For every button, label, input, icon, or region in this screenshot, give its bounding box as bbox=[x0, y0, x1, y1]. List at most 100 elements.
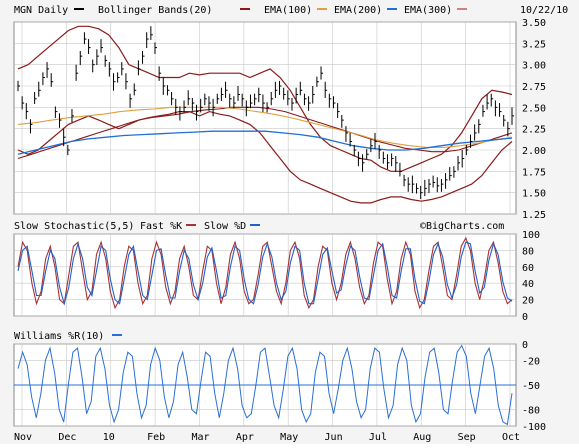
ema100-legend-label: EMA(100) bbox=[264, 5, 312, 16]
stochastic-y-tick-label: 80 bbox=[522, 246, 534, 257]
price-bar bbox=[478, 119, 481, 134]
bollinger-lower-line bbox=[17, 110, 513, 204]
price-bar bbox=[137, 60, 141, 76]
price-bar bbox=[407, 177, 411, 192]
price-bar bbox=[399, 162, 402, 177]
price-bar bbox=[324, 81, 328, 98]
bollinger-legend-label: Bollinger Bands(20) bbox=[98, 5, 212, 16]
ema100-legend-swatch bbox=[317, 8, 327, 10]
slowd-legend-label: Slow %D bbox=[204, 221, 246, 232]
x-axis-month-label: Feb bbox=[147, 432, 165, 443]
price-bar bbox=[270, 91, 274, 106]
price-bar bbox=[133, 83, 137, 96]
slowd-legend-swatch bbox=[250, 224, 260, 226]
williams-y-axis: 0 -20 -50 -80 -100 bbox=[522, 340, 546, 433]
fastk-legend-swatch bbox=[186, 224, 196, 226]
x-axis-month-label: Jun bbox=[325, 432, 343, 443]
price-bar bbox=[403, 174, 407, 187]
price-bar bbox=[494, 100, 498, 117]
price-bar bbox=[420, 185, 423, 200]
price-y-tick-label: 2.00 bbox=[522, 146, 546, 157]
price-bar bbox=[254, 93, 257, 106]
x-axis-month-label: Dec bbox=[58, 432, 76, 443]
price-bar bbox=[46, 62, 50, 78]
williams-legend-swatch bbox=[112, 334, 122, 336]
price-bar bbox=[366, 149, 369, 160]
williams-y-tick-label: -50 bbox=[522, 381, 540, 392]
price-y-tick-label: 3.25 bbox=[522, 39, 546, 50]
price-bar bbox=[499, 103, 502, 117]
x-axis-month-label: Nov bbox=[14, 432, 32, 443]
price-bar bbox=[241, 93, 245, 107]
price-bar bbox=[345, 126, 348, 142]
williams-y-tick-label: -100 bbox=[522, 422, 546, 433]
price-bar bbox=[386, 154, 390, 170]
stochastic-y-tick-label: 0 bbox=[522, 312, 528, 323]
williams-y-tick-label: -80 bbox=[522, 406, 540, 417]
price-y-tick-label: 3.50 bbox=[522, 18, 546, 29]
ema200-legend-label: EMA(200) bbox=[334, 5, 382, 16]
price-y-tick-label: 2.50 bbox=[522, 103, 546, 114]
price-bar bbox=[96, 49, 99, 66]
price-bar bbox=[374, 132, 378, 150]
price-bar bbox=[449, 167, 452, 181]
price-bar bbox=[440, 179, 444, 192]
x-axis-month-label: Apr bbox=[236, 432, 254, 443]
price-bar bbox=[378, 144, 382, 159]
price-bar bbox=[328, 93, 332, 108]
price-bar bbox=[482, 104, 485, 117]
price-bar bbox=[212, 98, 216, 117]
price-bar bbox=[183, 100, 187, 113]
price-bar bbox=[457, 155, 461, 171]
price-bar bbox=[308, 96, 311, 111]
price-panel bbox=[13, 21, 517, 215]
price-bar bbox=[83, 32, 87, 45]
stochastic-lines bbox=[17, 236, 513, 310]
price-bar bbox=[187, 90, 191, 106]
bollinger-legend-swatch bbox=[240, 8, 250, 10]
price-bar bbox=[50, 73, 54, 87]
price-bar bbox=[445, 173, 448, 189]
price-bar bbox=[108, 62, 112, 77]
price-bar bbox=[428, 179, 431, 194]
price-bar bbox=[92, 59, 95, 73]
price-bar bbox=[490, 93, 494, 107]
ema300-legend-swatch bbox=[457, 8, 467, 10]
ema300-legend-label: EMA(300) bbox=[404, 5, 452, 16]
price-bar bbox=[29, 119, 33, 134]
price-bar bbox=[416, 183, 419, 194]
price-y-axis: 1.25 1.50 1.75 2.00 2.25 2.50 2.75 3.00 3.25 3.50 bbox=[522, 18, 546, 221]
price-bar bbox=[59, 113, 62, 128]
x-axis-month-label: Oct bbox=[502, 432, 520, 443]
price-bar bbox=[279, 80, 282, 95]
price-bars bbox=[17, 26, 514, 200]
x-axis-month-label: 10 bbox=[103, 432, 115, 443]
stochastic-panel bbox=[13, 233, 517, 317]
price-bar bbox=[220, 87, 224, 101]
price-bar bbox=[320, 66, 324, 80]
williams-title: Williams %R(10) bbox=[14, 331, 104, 342]
price-y-tick-label: 2.75 bbox=[522, 82, 546, 93]
price-bar bbox=[100, 39, 104, 53]
fastk-legend-label: Fast %K bbox=[140, 221, 182, 232]
price-bar bbox=[71, 109, 74, 123]
price-bar bbox=[171, 91, 174, 106]
price-bar bbox=[370, 138, 373, 153]
price-bar bbox=[233, 96, 236, 109]
price-bar bbox=[362, 154, 365, 172]
price-bar bbox=[179, 106, 182, 121]
price-bar bbox=[79, 51, 83, 66]
williams-legend: Williams %R(10) bbox=[14, 331, 122, 342]
price-bar bbox=[129, 93, 133, 108]
price-bar bbox=[382, 151, 386, 164]
ema200-legend-swatch bbox=[387, 8, 397, 10]
price-bar bbox=[312, 86, 315, 104]
price-bar bbox=[395, 155, 398, 172]
price-bar bbox=[42, 72, 45, 86]
price-bar bbox=[424, 179, 427, 197]
bollinger-bands bbox=[17, 25, 513, 204]
x-axis-month-label: Sep bbox=[458, 432, 476, 443]
price-bar bbox=[461, 150, 465, 168]
price-bar bbox=[75, 64, 79, 81]
price-bar bbox=[166, 85, 170, 96]
